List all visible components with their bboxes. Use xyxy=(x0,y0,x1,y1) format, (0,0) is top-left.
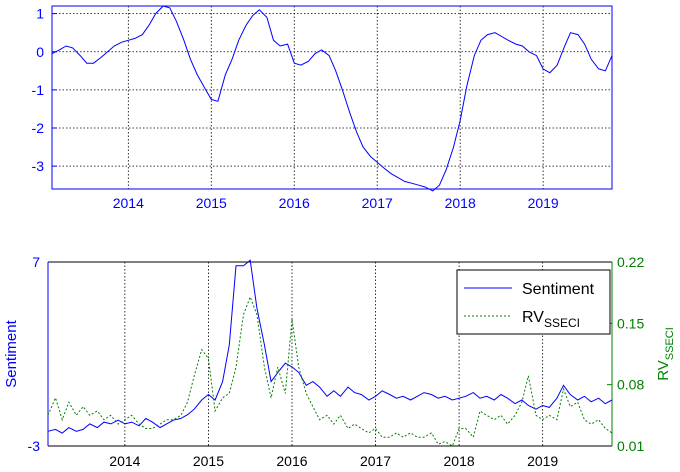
top-y-tick--2: -2 xyxy=(32,120,45,136)
bottom-x-tick-2019: 2019 xyxy=(527,453,558,469)
legend-box xyxy=(456,269,611,335)
top-y-tick--1: -1 xyxy=(32,82,45,98)
top-x-tick-2016: 2016 xyxy=(279,195,310,211)
legend-label-text: Sentiment xyxy=(522,281,595,298)
bottom-x-tick-2015: 2015 xyxy=(193,453,224,469)
bottom-right-y-tick-0.15: 0.15 xyxy=(617,315,644,331)
bottom-right-y-label: RVSSECI xyxy=(655,327,676,381)
top-series-line xyxy=(51,5,613,192)
legend-label-1: RVSSECI xyxy=(522,309,580,330)
legend: Sentiment RVSSECI xyxy=(456,269,611,335)
bottom-right-y-tick-0.01: 0.01 xyxy=(617,438,644,454)
bottom-left-y-tick--3: -3 xyxy=(28,438,41,454)
top-y-tick-1: 1 xyxy=(36,6,44,22)
bottom-right-y-tick-0.08: 0.08 xyxy=(617,377,644,393)
legend-label-text: RV xyxy=(522,309,544,326)
bottom-series-line-rv xyxy=(47,295,613,447)
bottom-x-tick-2018: 2018 xyxy=(444,453,475,469)
bottom-series-line-sentiment xyxy=(47,259,613,434)
top-y-tick-0: 0 xyxy=(36,44,44,60)
bottom-x-tick-2016: 2016 xyxy=(276,453,307,469)
legend-label-0: Sentiment xyxy=(522,281,595,298)
bottom-right-y-tick-0.22: 0.22 xyxy=(617,254,644,270)
legend-label-sub: SSECI xyxy=(544,316,580,330)
top-x-tick-2017: 2017 xyxy=(362,195,393,211)
bottom-x-tick-2014: 2014 xyxy=(109,453,140,469)
bottom-left-y-label: Sentiment xyxy=(3,319,20,387)
top-plot-frame xyxy=(51,5,613,190)
top-x-tick-2014: 2014 xyxy=(113,195,144,211)
right-y-label-base: RV xyxy=(655,360,672,381)
top-x-tick-2015: 2015 xyxy=(196,195,227,211)
right-y-label-sub: SSECI xyxy=(664,327,676,360)
bottom-left-y-tick-7: 7 xyxy=(32,254,40,270)
top-x-tick-2018: 2018 xyxy=(445,195,476,211)
top-x-tick-2019: 2019 xyxy=(528,195,559,211)
top-y-tick--3: -3 xyxy=(32,158,45,174)
bottom-x-tick-2017: 2017 xyxy=(360,453,391,469)
